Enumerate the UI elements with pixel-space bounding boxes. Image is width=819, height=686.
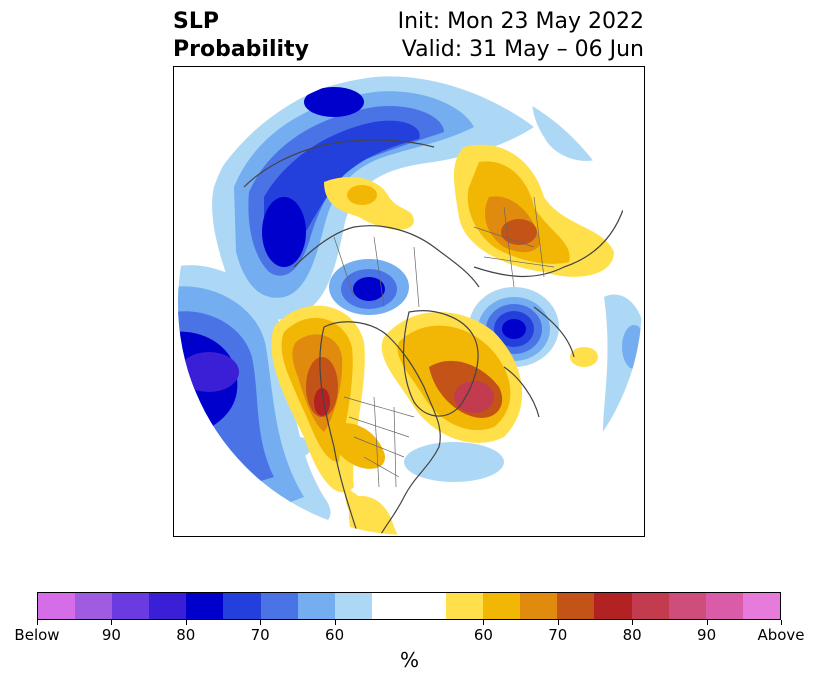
colorbar-swatch <box>260 593 298 619</box>
colorbar-tick-label: Below <box>14 626 60 644</box>
colorbar-swatch <box>38 593 76 619</box>
colorbar-tick-mark <box>483 620 485 625</box>
polar-map <box>178 71 642 535</box>
colorbar-tick-label: 80 <box>622 626 642 644</box>
colorbar-swatch <box>297 593 335 619</box>
forecast-dates: Init: Mon 23 May 2022 Valid: 31 May – 06… <box>398 8 644 64</box>
colorbar-tick-mark <box>37 620 38 625</box>
colorbar-swatch <box>742 593 780 619</box>
colorbar-swatch <box>334 593 372 619</box>
colorbar-tick-label: 60 <box>325 626 345 644</box>
colorbar-swatch <box>668 593 706 619</box>
title-line-variable: SLP <box>173 9 219 34</box>
colorbar-tick-mark <box>185 620 187 625</box>
region-laptev-kara-below <box>329 259 409 315</box>
colorbar-swatch <box>408 593 447 619</box>
valid-dates: Valid: 31 May – 06 Jun <box>401 37 644 62</box>
colorbar-swatch <box>446 593 484 619</box>
map-panel <box>173 66 645 537</box>
region-greenland-above <box>381 312 523 443</box>
colorbar-tick-mark <box>632 620 634 625</box>
colorbar-tick-label: 70 <box>250 626 270 644</box>
colorbar-tick-mark <box>111 620 113 625</box>
region-east-siberia-arctic-below <box>212 76 534 320</box>
colorbar-tick-mark <box>781 620 782 625</box>
colorbar-tick-label: 90 <box>697 626 717 644</box>
colorbar-tick-mark <box>706 620 708 625</box>
colorbar-swatch <box>112 593 150 619</box>
region-west-siberia-urals-above <box>454 144 614 367</box>
region-central-siberia-above <box>324 177 414 230</box>
probability-colorbar <box>37 592 781 620</box>
colorbar-tick-label: 90 <box>101 626 121 644</box>
colorbar-tick-label: 70 <box>548 626 568 644</box>
colorbar-swatch <box>186 593 224 619</box>
colorbar-tick-mark <box>557 620 559 625</box>
colorbar-tick-label: Above <box>757 626 805 644</box>
colorbar-unit-label: % <box>399 648 419 672</box>
colorbar-tick-label: 80 <box>176 626 196 644</box>
political-borders <box>333 196 555 488</box>
colorbar-swatch <box>75 593 113 619</box>
region-western-north-america-above <box>271 305 389 535</box>
colorbar-swatch <box>520 593 558 619</box>
region-mexico-above <box>348 496 399 535</box>
colorbar-swatch <box>223 593 261 619</box>
colorbar-tick-mark <box>334 620 336 625</box>
chart-title: SLP Probability <box>173 8 309 64</box>
colorbar-tick-label: 60 <box>473 626 493 644</box>
colorbar-swatch <box>631 593 669 619</box>
colorbar-swatch <box>705 593 743 619</box>
colorbar-swatch <box>371 593 409 619</box>
colorbar-swatch <box>557 593 595 619</box>
init-date: Init: Mon 23 May 2022 <box>397 9 644 34</box>
colorbar-swatch <box>149 593 187 619</box>
colorbar-swatch <box>483 593 521 619</box>
region-barents-scandinavia-below <box>287 87 642 482</box>
colorbar-tick-mark <box>260 620 262 625</box>
title-line-type: Probability <box>173 37 309 62</box>
colorbar-swatch <box>594 593 632 619</box>
